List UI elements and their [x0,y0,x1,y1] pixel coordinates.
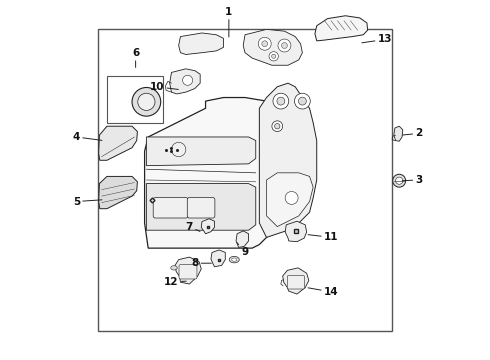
Circle shape [285,192,298,204]
FancyBboxPatch shape [153,198,188,218]
Ellipse shape [229,256,239,263]
Polygon shape [394,126,403,141]
Circle shape [272,121,283,132]
Circle shape [273,93,289,109]
Polygon shape [179,33,223,54]
Polygon shape [201,219,215,234]
Polygon shape [236,231,248,247]
FancyBboxPatch shape [287,275,304,289]
Polygon shape [315,16,368,41]
Circle shape [395,177,403,184]
Circle shape [132,87,161,116]
Polygon shape [145,98,302,248]
Polygon shape [170,69,200,94]
Circle shape [271,54,276,58]
Polygon shape [243,30,302,65]
Text: 7: 7 [186,222,200,231]
Text: 6: 6 [132,48,139,67]
Polygon shape [211,250,225,267]
FancyBboxPatch shape [179,265,197,279]
Ellipse shape [232,258,237,261]
Circle shape [298,97,306,105]
Text: 4: 4 [73,132,102,142]
Circle shape [258,37,271,50]
Text: 2: 2 [402,129,422,138]
Circle shape [274,123,280,129]
Polygon shape [147,137,256,166]
Polygon shape [285,221,307,242]
Text: 1: 1 [225,7,232,37]
Circle shape [262,41,268,47]
Text: 8: 8 [191,258,211,268]
Circle shape [183,75,193,85]
Text: 10: 10 [150,82,178,92]
Text: 12: 12 [164,277,186,287]
Circle shape [393,174,406,187]
Circle shape [282,42,287,49]
Polygon shape [259,83,317,237]
Text: 3: 3 [402,175,422,185]
Circle shape [278,39,291,52]
Text: 14: 14 [308,287,339,297]
Circle shape [269,51,278,61]
Polygon shape [98,176,137,209]
Circle shape [172,142,186,157]
Circle shape [294,93,310,109]
Polygon shape [98,126,137,160]
Circle shape [277,97,285,105]
Polygon shape [267,173,313,226]
Ellipse shape [171,266,177,270]
Polygon shape [147,184,256,230]
Circle shape [138,93,155,111]
Text: 11: 11 [308,232,339,242]
FancyBboxPatch shape [187,198,215,218]
Polygon shape [283,268,309,294]
Bar [98,30,392,330]
Text: 13: 13 [362,35,392,44]
Polygon shape [175,257,201,284]
Text: 5: 5 [73,197,102,207]
Bar [107,76,163,123]
Text: 9: 9 [237,243,248,257]
